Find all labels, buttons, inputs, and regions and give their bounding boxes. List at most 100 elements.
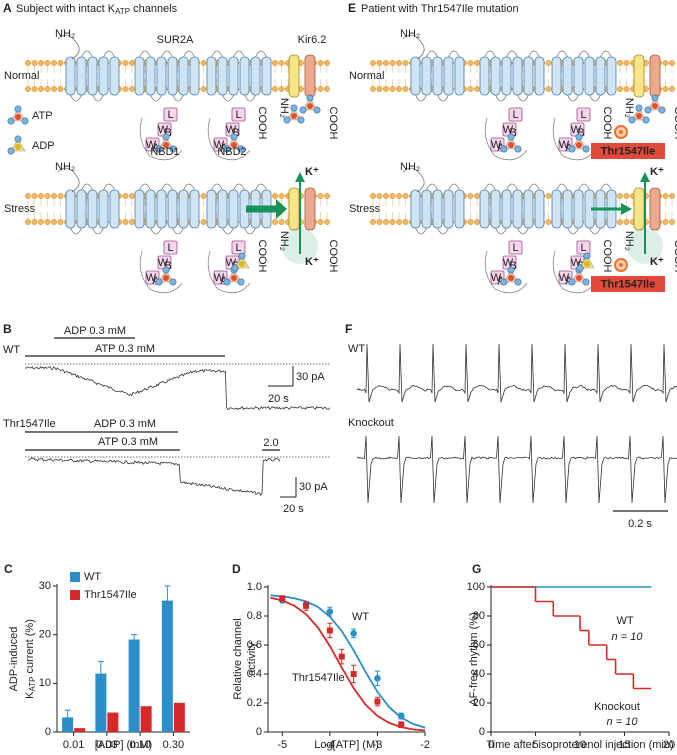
lipid-head (376, 86, 383, 92)
label: 0 (256, 726, 262, 738)
data-point (374, 698, 381, 705)
data-point (398, 721, 405, 728)
kir-helix (304, 54, 316, 98)
nbd-outline (552, 250, 596, 294)
flux-arrow-head (276, 199, 287, 219)
lipid-head (51, 193, 57, 199)
ligand-phosphate (169, 278, 177, 286)
ligand-phosphate (7, 147, 15, 155)
bar (74, 728, 86, 732)
loop (244, 94, 256, 102)
lipid-head (617, 60, 623, 66)
lipid-head (278, 193, 285, 199)
label: 0.2 s (628, 518, 652, 530)
tm-helix (239, 56, 250, 96)
lipid-head (272, 219, 278, 225)
label-part: current (%) (24, 619, 36, 676)
lipid-head (122, 86, 129, 92)
lipid-head (51, 219, 57, 225)
n-terminus (402, 167, 425, 193)
tm-helix (410, 56, 421, 96)
label: L (235, 109, 241, 121)
ligand-phosphate (223, 278, 231, 286)
loop (589, 227, 601, 235)
label: B (3, 322, 12, 336)
tm-helix (421, 189, 432, 229)
tm-helix (432, 56, 443, 96)
loop (150, 227, 162, 235)
lipid-head (474, 60, 480, 66)
label: COOH (601, 107, 613, 140)
tm-helix (261, 56, 272, 96)
lipid-head (376, 193, 383, 199)
label: Relative channel (232, 618, 244, 699)
lipid-head (31, 219, 38, 225)
title-part: Subject with intact K (16, 3, 116, 15)
y-axis-label: KATP current (%) (24, 619, 37, 699)
tm-helix (551, 189, 562, 229)
tm-helix (65, 56, 76, 96)
label: K⁺ (650, 256, 664, 268)
lipid-head (122, 219, 129, 225)
n-terminus (57, 167, 80, 193)
label: -4 (325, 739, 335, 751)
label: 1.0 (247, 581, 262, 593)
loop (244, 227, 256, 235)
loop (567, 94, 579, 102)
loop (81, 183, 93, 191)
ligand-phosphate (507, 266, 515, 274)
label: SUR2A (157, 34, 194, 46)
lipid-head (623, 219, 630, 225)
label: Thr1547Ile (292, 672, 345, 684)
mutation-box (591, 143, 665, 159)
tm-helix (454, 56, 465, 96)
lipid-head (122, 60, 129, 66)
label: 10 (39, 677, 51, 689)
tm-helix (584, 56, 595, 96)
label: 20 (663, 739, 675, 751)
label: 100 (467, 581, 485, 593)
lipid-head (383, 86, 389, 92)
data-point (397, 712, 405, 720)
lipid-head (200, 60, 207, 66)
loop (437, 227, 449, 235)
loop (92, 94, 104, 102)
data-point (326, 608, 334, 615)
tm-helix (432, 189, 443, 229)
loop (556, 183, 568, 191)
lipid-head (317, 193, 324, 199)
lipid-head (57, 86, 64, 92)
error-bar (64, 709, 71, 725)
data-point (338, 653, 345, 660)
label: 0.01 (63, 739, 84, 751)
data-point (350, 671, 357, 677)
label: Normal (349, 70, 384, 82)
tm-helix (76, 56, 87, 96)
ligand-phosphate (658, 106, 666, 114)
lipid-head (467, 86, 474, 92)
loop (255, 50, 267, 58)
lipid-head (272, 193, 278, 199)
k-arrow-head (640, 172, 650, 182)
label: 30 pA (296, 371, 325, 383)
loop (255, 183, 267, 191)
lipid-head (324, 86, 330, 92)
tm-helix (206, 56, 217, 96)
loop (517, 227, 529, 235)
label: NH₂ (55, 28, 75, 40)
label: K⁺ (650, 166, 664, 178)
tm-helix (512, 189, 523, 229)
lipid-head (57, 219, 64, 225)
label: 0 (479, 726, 485, 738)
tm-helix (490, 56, 501, 96)
nbd-outline (207, 117, 251, 161)
loop (506, 50, 518, 58)
loop (233, 183, 245, 191)
error-bar (164, 585, 171, 616)
label: 0.8 (247, 610, 262, 622)
label: Thr1547Ile (84, 589, 137, 601)
label: W (158, 257, 169, 269)
ligand-core (15, 144, 21, 150)
tm-helix (167, 56, 178, 96)
